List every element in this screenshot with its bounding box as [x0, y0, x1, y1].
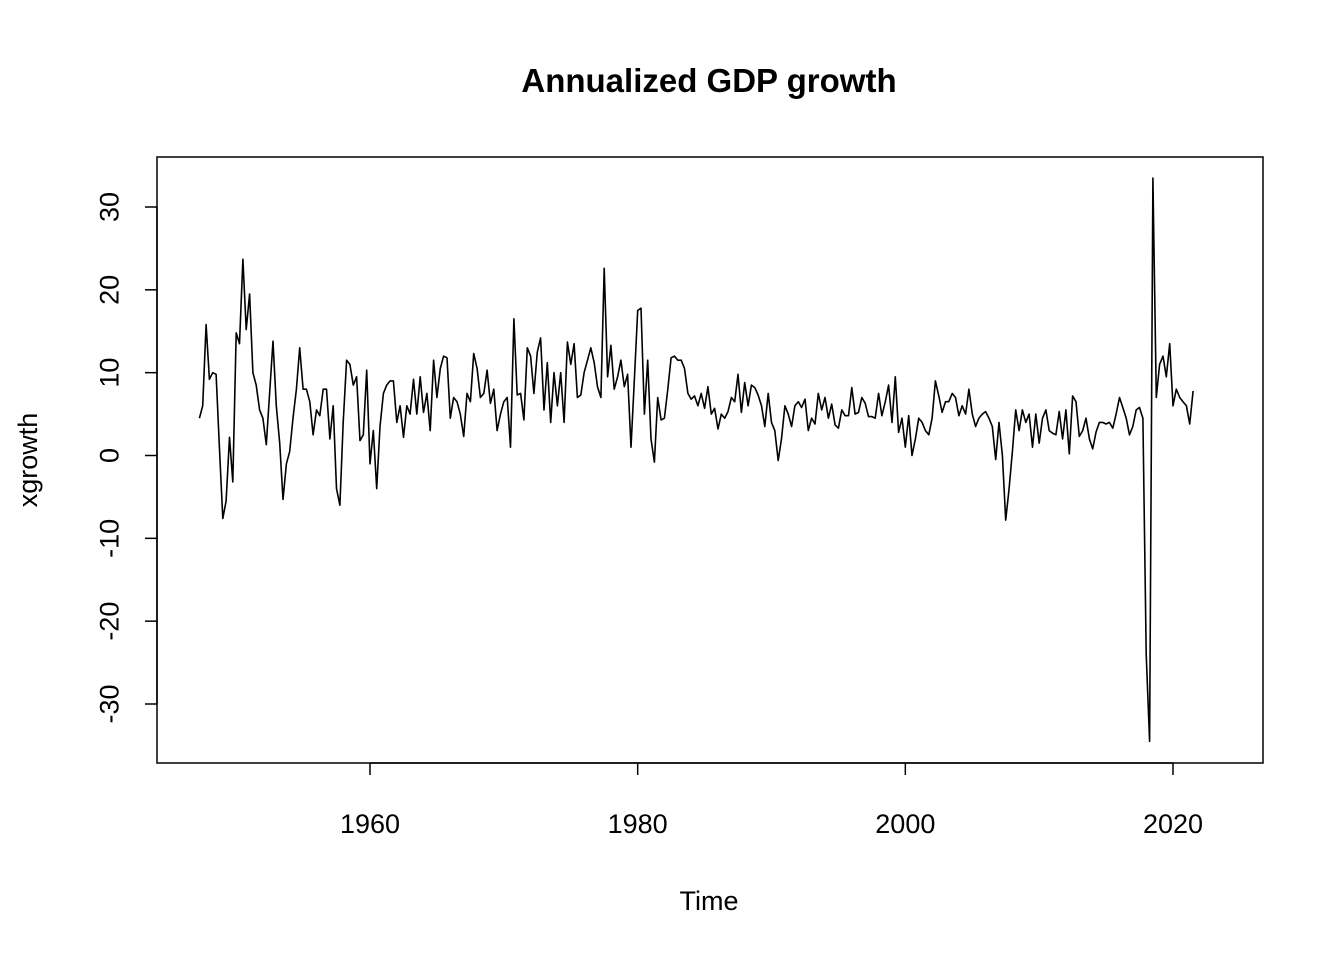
- gdp-growth-series-line: [198, 177, 1194, 743]
- plot-frame: [156, 156, 1264, 764]
- y-tick-label-10: 10: [94, 358, 124, 388]
- y-tick-label-0: 0: [94, 448, 124, 463]
- y-tick-label--10: -10: [94, 519, 124, 558]
- y-tick-label-30: 30: [94, 192, 124, 222]
- y-axis: -30 -20 -10 0 10 20 30: [94, 192, 158, 724]
- x-tick-label-2020: 2020: [1143, 809, 1203, 839]
- y-tick-label--30: -30: [94, 684, 124, 723]
- y-axis-label: xgrowth: [13, 413, 43, 508]
- y-tick-label--20: -20: [94, 602, 124, 641]
- x-tick-label-1980: 1980: [608, 809, 668, 839]
- chart-title: Annualized GDP growth: [521, 62, 896, 99]
- x-tick-label-1960: 1960: [340, 809, 400, 839]
- x-tick-label-2000: 2000: [875, 809, 935, 839]
- x-axis: 1960 1980 2000 2020: [340, 762, 1203, 839]
- y-tick-label-20: 20: [94, 275, 124, 305]
- x-axis-label: Time: [680, 886, 739, 916]
